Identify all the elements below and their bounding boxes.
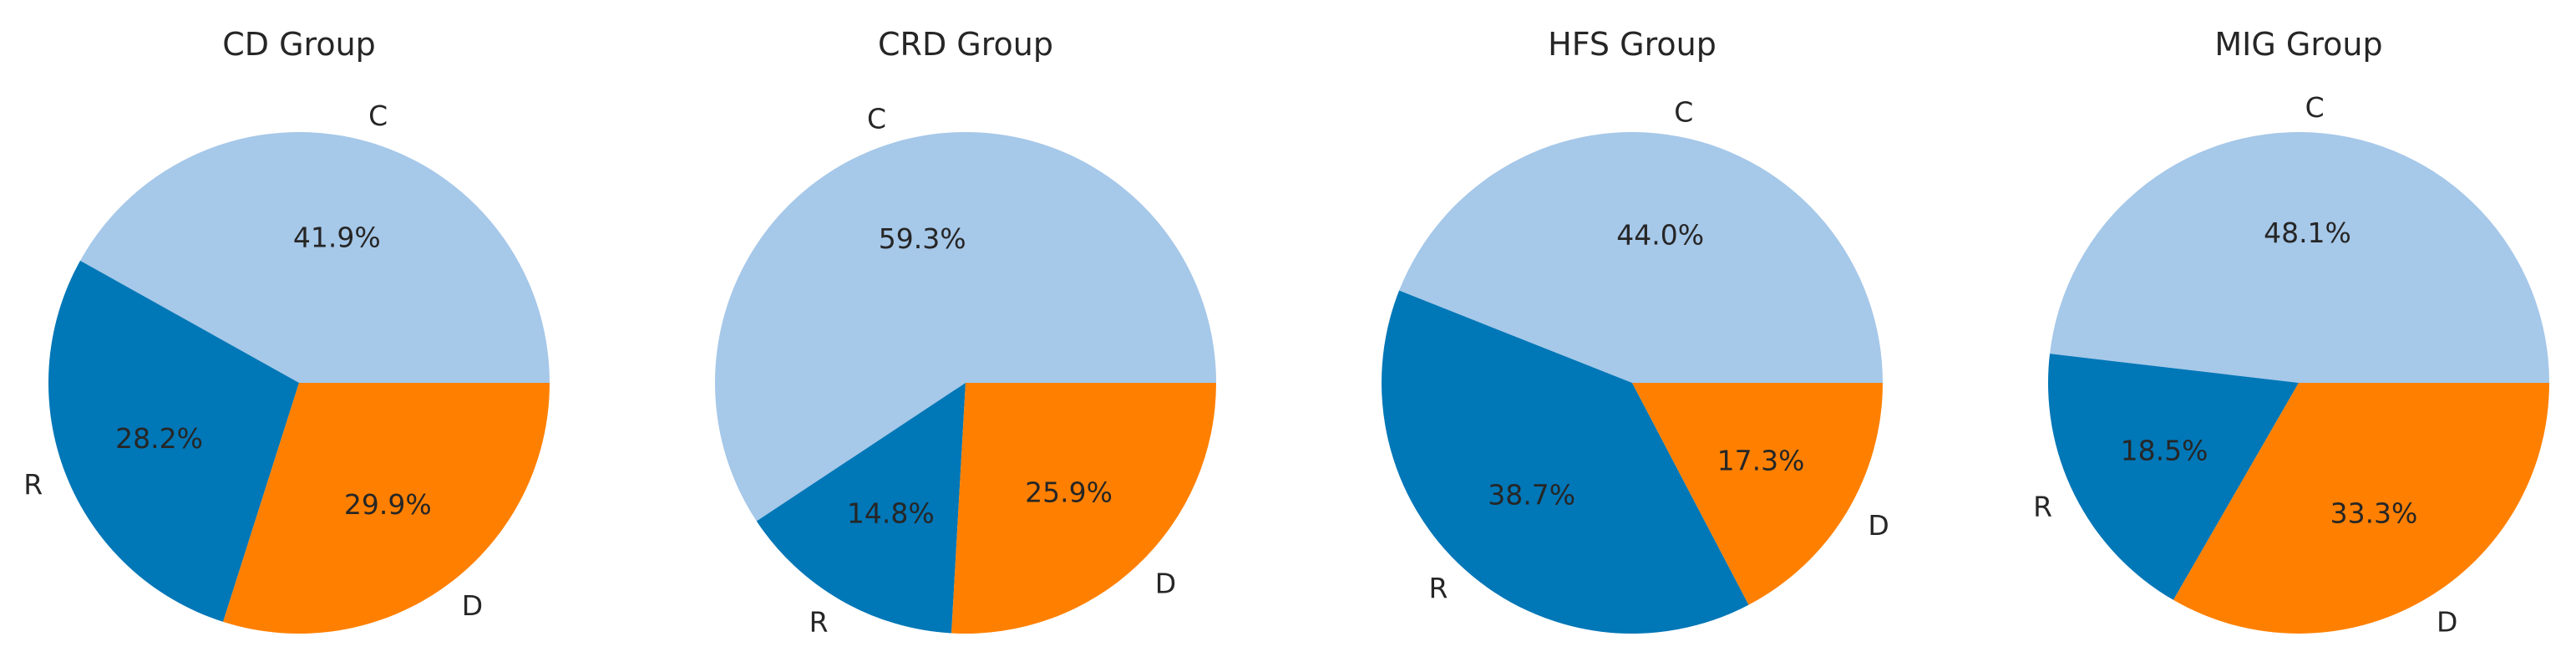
pie-charts: CD Group 41.9% C 28.2% R 29.9% D CRD Group 59.3%… — [23, 26, 2549, 639]
pie-percent-label: 25.9% — [1025, 476, 1113, 508]
pie-category-label: C — [368, 99, 388, 132]
pie-category-label: D — [1155, 567, 1176, 599]
pie-slice-R — [1382, 290, 1749, 634]
pie-percent-label: 17.3% — [1717, 445, 1805, 477]
pie-percent-label: 29.9% — [344, 488, 432, 521]
chart-title: CD Group — [222, 26, 376, 63]
pie-slice-D — [951, 383, 1216, 634]
pie-category-label: D — [462, 589, 483, 622]
pie-category-label: R — [2033, 491, 2052, 523]
pie-percent-label: 59.3% — [879, 222, 966, 255]
pie-category-label: C — [1674, 95, 1693, 128]
pie-slice-C — [1399, 132, 1883, 383]
pie-category-label: R — [809, 606, 829, 639]
pie-chart: CD Group 41.9% C 28.2% R 29.9% D — [23, 26, 550, 634]
pie-slice-D — [2173, 383, 2549, 634]
pie-chart: MIG Group 48.1% C 18.5% R 33.3% D — [2033, 26, 2549, 638]
pie-category-label: R — [23, 468, 43, 501]
pie-chart: CRD Group 59.3% C 14.8% R 25.9% D — [714, 26, 1216, 639]
pie-percent-label: 33.3% — [2330, 497, 2418, 529]
pie-percent-label: 18.5% — [2121, 434, 2208, 466]
pie-slice-R — [2048, 354, 2299, 600]
pie-slice-C — [714, 131, 1216, 522]
pie-category-label: R — [1428, 572, 1448, 604]
pie-category-label: D — [2437, 605, 2457, 638]
pie-percent-label: 44.0% — [1616, 219, 1704, 252]
pie-category-label: C — [867, 103, 886, 135]
pie-percent-label: 14.8% — [847, 497, 935, 530]
pie-slice-R — [756, 383, 966, 634]
chart-title: MIG Group — [2214, 26, 2382, 63]
pie-percent-label: 41.9% — [293, 221, 381, 253]
pie-percent-label: 48.1% — [2264, 216, 2351, 249]
pie-slice-D — [1632, 383, 1883, 605]
pie-percent-label: 28.2% — [115, 422, 203, 455]
pie-slice-C — [2050, 132, 2549, 383]
pie-category-label: D — [1868, 509, 1889, 542]
pie-slice-C — [80, 131, 550, 384]
pie-percent-label: 38.7% — [1488, 478, 1575, 511]
pie-slice-D — [223, 383, 550, 634]
pie-chart: HFS Group 44.0% C 38.7% R 17.3% D — [1382, 26, 1889, 634]
chart-title: HFS Group — [1548, 26, 1716, 63]
pie-slice-R — [48, 260, 300, 622]
chart-title: CRD Group — [878, 26, 1053, 63]
pie-category-label: C — [2305, 91, 2325, 124]
